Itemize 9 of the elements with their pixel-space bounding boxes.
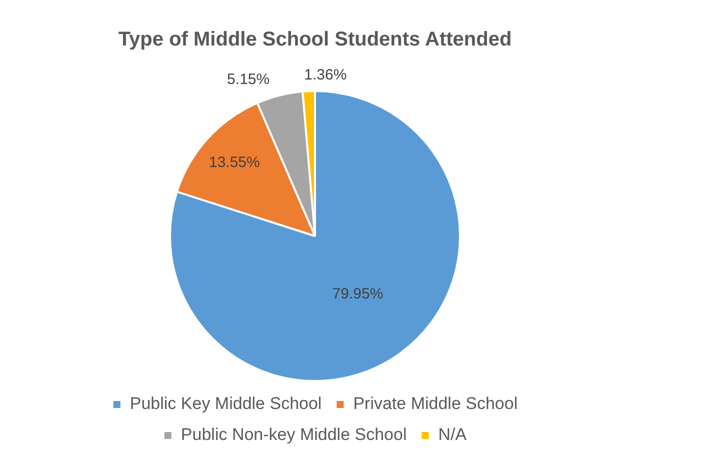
data-label: 5.15% [227,71,270,88]
legend-label: Public Key Middle School [130,394,322,414]
chart-title: Type of Middle School Students Attended [118,28,512,51]
data-label: 1.36% [304,66,347,84]
data-label: 79.95% [332,286,384,303]
legend-label: Public Non-key Middle School [180,425,407,444]
legend-label: Private Middle School [353,394,518,414]
legend-label: N/A [438,425,468,444]
data-label: 13.55% [208,154,260,172]
